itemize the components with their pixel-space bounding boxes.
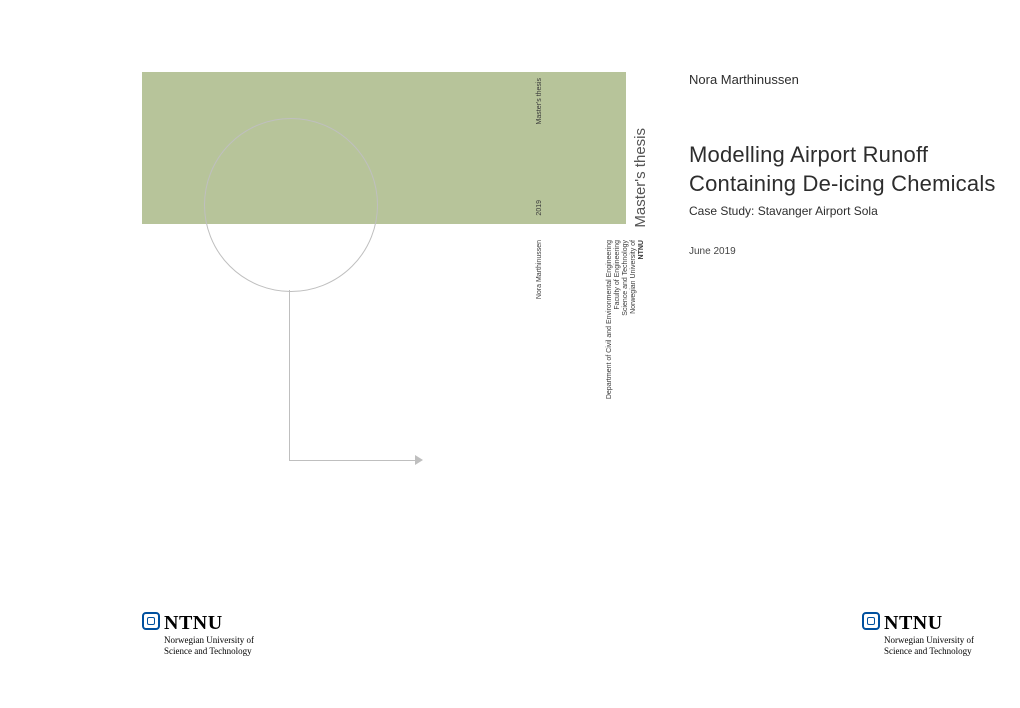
author-name: Nora Marthinussen xyxy=(689,72,799,87)
ntnu-logo-right: NTNU Norwegian University of Science and… xyxy=(862,612,974,657)
spine-author: Nora Marthinussen xyxy=(536,240,544,299)
spine-year: 2019 xyxy=(536,200,544,216)
ntnu-logo-sub2: Science and Technology xyxy=(164,646,254,657)
spine-inst-line4: Department of Civil and Environmental En… xyxy=(606,240,614,399)
ntnu-logo-sub1: Norwegian University of xyxy=(164,635,254,646)
spine-inst-line3: Faculty of Engineering xyxy=(614,240,622,310)
thesis-subtitle: Case Study: Stavanger Airport Sola xyxy=(689,204,878,218)
spine-doctype-small: Master's thesis xyxy=(536,78,544,124)
ntnu-logo-icon xyxy=(142,612,160,630)
thesis-title: Modelling Airport Runoff Containing De-i… xyxy=(689,140,996,198)
ntnu-logo-text: NTNU xyxy=(164,612,223,634)
spine-inst-line1: Norwegian University of xyxy=(630,240,638,314)
ornament-arrowhead xyxy=(415,455,423,465)
ornament-hline xyxy=(289,460,417,461)
ornament-vline xyxy=(289,290,290,460)
title-line-1: Modelling Airport Runoff xyxy=(689,142,928,167)
ntnu-logo-icon xyxy=(862,612,880,630)
ntnu-logo-left: NTNU Norwegian University of Science and… xyxy=(142,612,254,657)
thesis-date: June 2019 xyxy=(689,246,736,257)
title-line-2: Containing De-icing Chemicals xyxy=(689,171,996,196)
spine-doctype-large: Master's thesis xyxy=(632,128,650,228)
ntnu-logo-sub2: Science and Technology xyxy=(884,646,974,657)
ntnu-logo-sub1: Norwegian University of xyxy=(884,635,974,646)
spine-inst-ntnu: NTNU xyxy=(638,240,646,259)
ornament-circle xyxy=(204,118,378,292)
ntnu-logo-text: NTNU xyxy=(884,612,943,634)
spine-inst-line2: Science and Technology xyxy=(622,240,630,316)
